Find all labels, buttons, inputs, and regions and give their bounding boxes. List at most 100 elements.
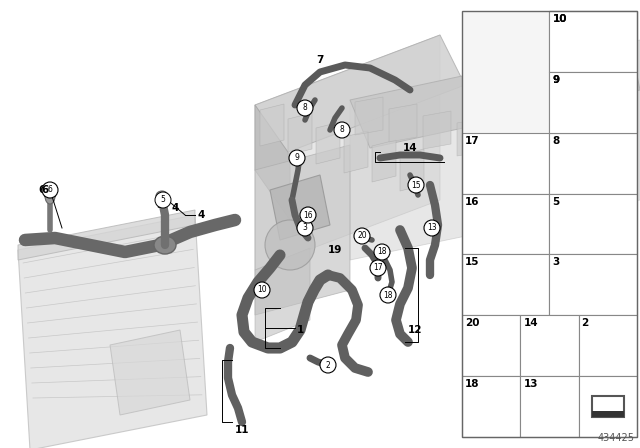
Bar — [549, 11, 637, 72]
Circle shape — [370, 260, 386, 276]
Text: 14: 14 — [524, 318, 538, 328]
Circle shape — [42, 182, 58, 198]
Text: 8: 8 — [303, 103, 307, 112]
Circle shape — [289, 150, 305, 166]
Polygon shape — [260, 104, 284, 146]
Bar — [591, 411, 624, 417]
Text: 16: 16 — [303, 211, 313, 220]
Text: 16: 16 — [465, 197, 479, 207]
Text: 10: 10 — [552, 14, 567, 24]
Text: 6: 6 — [42, 185, 49, 195]
Polygon shape — [457, 118, 485, 156]
Text: 8: 8 — [340, 125, 344, 134]
Circle shape — [354, 228, 370, 244]
Text: 20: 20 — [357, 232, 367, 241]
Polygon shape — [255, 145, 350, 315]
Circle shape — [297, 220, 313, 236]
Circle shape — [254, 282, 270, 298]
Text: 9: 9 — [552, 75, 559, 85]
Bar — [462, 194, 549, 254]
Text: 2: 2 — [326, 361, 330, 370]
Polygon shape — [255, 248, 310, 342]
Polygon shape — [350, 40, 640, 260]
Text: 4: 4 — [172, 203, 179, 213]
Text: 19: 19 — [328, 245, 342, 255]
Polygon shape — [372, 140, 396, 182]
Circle shape — [320, 357, 336, 373]
Text: 3: 3 — [303, 224, 307, 233]
Text: 13: 13 — [524, 379, 538, 389]
Circle shape — [334, 122, 350, 138]
Polygon shape — [270, 175, 330, 240]
Bar — [462, 72, 637, 133]
Bar — [579, 315, 637, 376]
Text: 5: 5 — [161, 195, 165, 204]
Polygon shape — [288, 113, 312, 155]
Polygon shape — [255, 35, 440, 270]
Ellipse shape — [45, 188, 55, 204]
Text: 7: 7 — [316, 55, 324, 65]
Text: 3: 3 — [552, 258, 560, 267]
Text: 2: 2 — [582, 318, 589, 328]
Text: 8: 8 — [552, 136, 560, 146]
Bar — [549, 72, 637, 133]
Bar — [520, 315, 579, 376]
Bar — [462, 376, 520, 437]
Text: 17: 17 — [465, 136, 480, 146]
Polygon shape — [350, 40, 640, 148]
Polygon shape — [400, 149, 424, 191]
Bar — [549, 72, 637, 133]
Bar — [520, 376, 579, 437]
Bar — [579, 376, 637, 437]
Text: 15: 15 — [465, 258, 479, 267]
Text: 18: 18 — [465, 379, 479, 389]
Text: 5: 5 — [552, 197, 560, 207]
Text: 15: 15 — [411, 181, 421, 190]
Text: 18: 18 — [383, 290, 393, 300]
Text: 10: 10 — [257, 285, 267, 294]
Text: 9: 9 — [552, 75, 559, 85]
Bar — [549, 194, 637, 254]
Bar — [462, 133, 549, 194]
Polygon shape — [423, 111, 451, 149]
Polygon shape — [255, 105, 290, 220]
Bar — [549, 11, 637, 72]
Bar — [462, 254, 549, 315]
Polygon shape — [316, 122, 340, 164]
Text: 13: 13 — [427, 224, 437, 233]
Circle shape — [300, 207, 316, 223]
Text: 6: 6 — [38, 185, 45, 195]
Text: 10: 10 — [552, 14, 567, 24]
Bar — [462, 315, 520, 376]
Text: 4: 4 — [198, 210, 205, 220]
Circle shape — [374, 244, 390, 260]
Polygon shape — [355, 97, 383, 135]
Text: 18: 18 — [377, 247, 387, 257]
Text: 9: 9 — [294, 154, 300, 163]
Polygon shape — [593, 146, 621, 184]
Text: 11: 11 — [235, 425, 249, 435]
Text: 434425: 434425 — [598, 433, 635, 443]
Polygon shape — [559, 139, 587, 177]
Circle shape — [408, 177, 424, 193]
Ellipse shape — [156, 191, 168, 201]
Text: 6: 6 — [47, 185, 52, 194]
Circle shape — [380, 287, 396, 303]
Polygon shape — [344, 131, 368, 173]
Bar — [462, 11, 637, 437]
Bar — [549, 133, 637, 194]
Text: 1: 1 — [296, 325, 303, 335]
Polygon shape — [110, 330, 190, 415]
Ellipse shape — [154, 236, 176, 254]
Ellipse shape — [155, 192, 171, 208]
Polygon shape — [255, 35, 465, 155]
Text: 5: 5 — [156, 200, 164, 210]
Text: 14: 14 — [403, 143, 417, 153]
Polygon shape — [389, 104, 417, 142]
Circle shape — [297, 100, 313, 116]
Polygon shape — [18, 215, 207, 448]
Circle shape — [424, 220, 440, 236]
Ellipse shape — [265, 220, 315, 270]
Polygon shape — [18, 210, 195, 260]
Bar — [591, 396, 624, 417]
